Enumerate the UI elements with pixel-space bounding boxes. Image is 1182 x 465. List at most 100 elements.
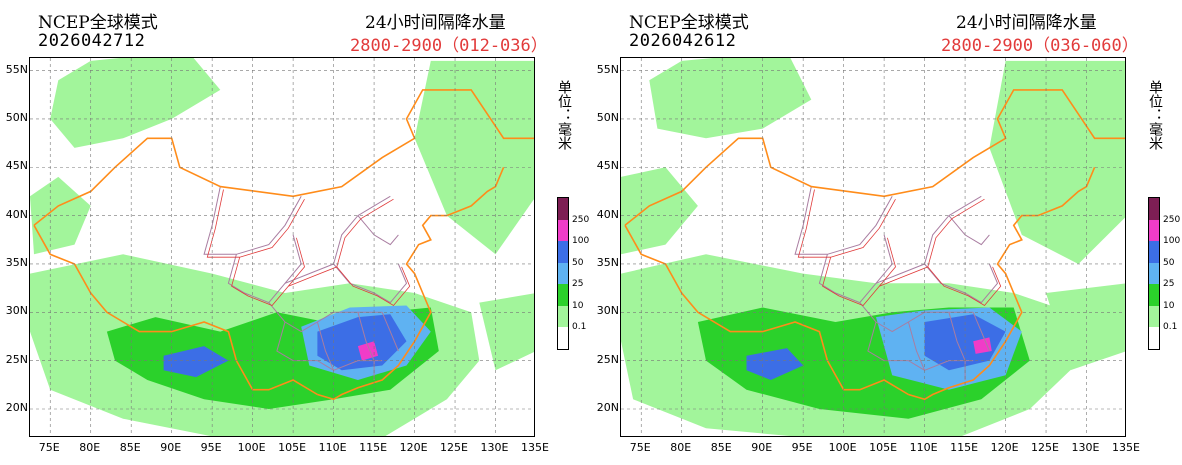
longitude-label: 75E (38, 441, 60, 454)
legend-label: 25 (1163, 279, 1175, 290)
legend-label: 50 (1163, 257, 1175, 268)
longitude-label: 100E (237, 441, 266, 454)
forecast-panel-right: NCEP全球模式 2026042612 24小时间隔降水量 2800-2900（… (591, 0, 1182, 465)
longitude-label: 110E (318, 441, 347, 454)
graticule (621, 58, 1125, 436)
country-border (317, 166, 505, 401)
latitude-label: 45N (596, 159, 619, 173)
province-border (948, 215, 990, 246)
longitude-label: 130E (1071, 441, 1100, 454)
province-border (231, 237, 305, 306)
legend-swatch (558, 327, 568, 349)
province-border (867, 321, 974, 371)
legend-label: 250 (572, 214, 590, 225)
rain-area (989, 60, 1125, 264)
latitude-label: 40N (5, 207, 28, 221)
province-border (276, 321, 383, 371)
province-border (972, 312, 990, 352)
longitude-label: 120E (990, 441, 1019, 454)
time-range: 2800-2900（012-036） (350, 36, 548, 56)
latitude-label: 25N (596, 352, 619, 366)
forecast-panel-left: NCEP全球模式 2026042712 24小时间隔降水量 2800-2900（… (5, 13, 590, 454)
precipitation-map (620, 57, 1126, 437)
latitude-label: 55N (596, 62, 619, 76)
longitude-label: 125E (440, 441, 469, 454)
legend-swatch (1149, 198, 1159, 220)
unit-label: 单位：毫米 (556, 80, 572, 150)
province-borders (794, 186, 1002, 380)
rain-area (973, 337, 992, 354)
province-border (316, 321, 335, 371)
longitude-label: 90E (160, 441, 182, 454)
country-border (624, 224, 909, 396)
rain-area (414, 60, 534, 255)
province-border (794, 186, 893, 255)
latitude-label: 50N (596, 110, 619, 124)
province-border (924, 263, 999, 304)
rain-area (649, 58, 812, 139)
legend-swatch (1149, 284, 1159, 306)
longitude-label: 95E (200, 441, 222, 454)
rain-area (50, 58, 221, 148)
province-border (357, 215, 399, 246)
province-border (333, 263, 408, 304)
latitude-label: 45N (5, 159, 28, 173)
longitude-label: 80E (670, 441, 692, 454)
latitude-label: 20N (5, 400, 28, 414)
province-border (907, 321, 926, 371)
longitude-label: 115E (359, 441, 388, 454)
product-title: 24小时间隔降水量 (365, 13, 506, 33)
latitude-label: 25N (5, 352, 28, 366)
legend-swatch (558, 284, 568, 306)
init-time: 2026042712 (38, 31, 146, 51)
longitude-label: 110E (909, 441, 938, 454)
legend-label: 10 (572, 300, 584, 311)
rain-area (317, 314, 407, 371)
province-border (336, 266, 411, 307)
latitude-label: 40N (596, 207, 619, 221)
precip-fill-layer (30, 58, 534, 436)
province-border (288, 198, 394, 287)
province-border (797, 189, 896, 258)
latitude-label: 35N (596, 255, 619, 269)
legend-label: 0.1 (572, 322, 587, 333)
legend-label: 50 (572, 257, 584, 268)
legend-swatch (558, 305, 568, 328)
longitude-label: 100E (828, 441, 857, 454)
rain-area (621, 167, 698, 255)
province-borders (203, 186, 411, 380)
longitude-label: 80E (79, 441, 101, 454)
province-border (206, 189, 305, 258)
province-border (284, 195, 391, 284)
product-title: 24小时间隔降水量 (956, 13, 1097, 33)
province-border (875, 195, 982, 284)
legend-label: 25 (572, 279, 584, 290)
legend-swatch (1149, 327, 1159, 349)
legend-swatch (1149, 241, 1159, 263)
longitude-label: 95E (791, 441, 813, 454)
time-range: 2800-2900（036-060） (941, 36, 1139, 56)
latitude-label: 35N (5, 255, 28, 269)
longitude-label: 75E (629, 441, 651, 454)
longitude-label: 120E (399, 441, 428, 454)
legend-label: 100 (1163, 236, 1181, 247)
longitude-label: 85E (119, 441, 141, 454)
rain-area (479, 293, 534, 371)
longitude-label: 115E (950, 441, 979, 454)
longitude-label: 105E (278, 441, 307, 454)
legend-label: 0.1 (1163, 322, 1178, 333)
model-name: NCEP全球模式 (38, 13, 158, 33)
province-border (927, 266, 1002, 307)
longitude-label: 135E (521, 441, 549, 454)
longitude-label: 135E (1112, 441, 1140, 454)
latitude-label: 50N (5, 110, 28, 124)
unit-label: 单位：毫米 (1147, 80, 1163, 150)
longitude-label: 130E (480, 441, 509, 454)
legend-label: 250 (1163, 214, 1181, 225)
color-legend (1148, 197, 1160, 350)
legend-swatch (1149, 305, 1159, 328)
precip-fill-layer (621, 58, 1125, 436)
latitude-label: 30N (5, 304, 28, 318)
legend-swatch (1149, 262, 1159, 285)
country-border (908, 166, 1096, 401)
